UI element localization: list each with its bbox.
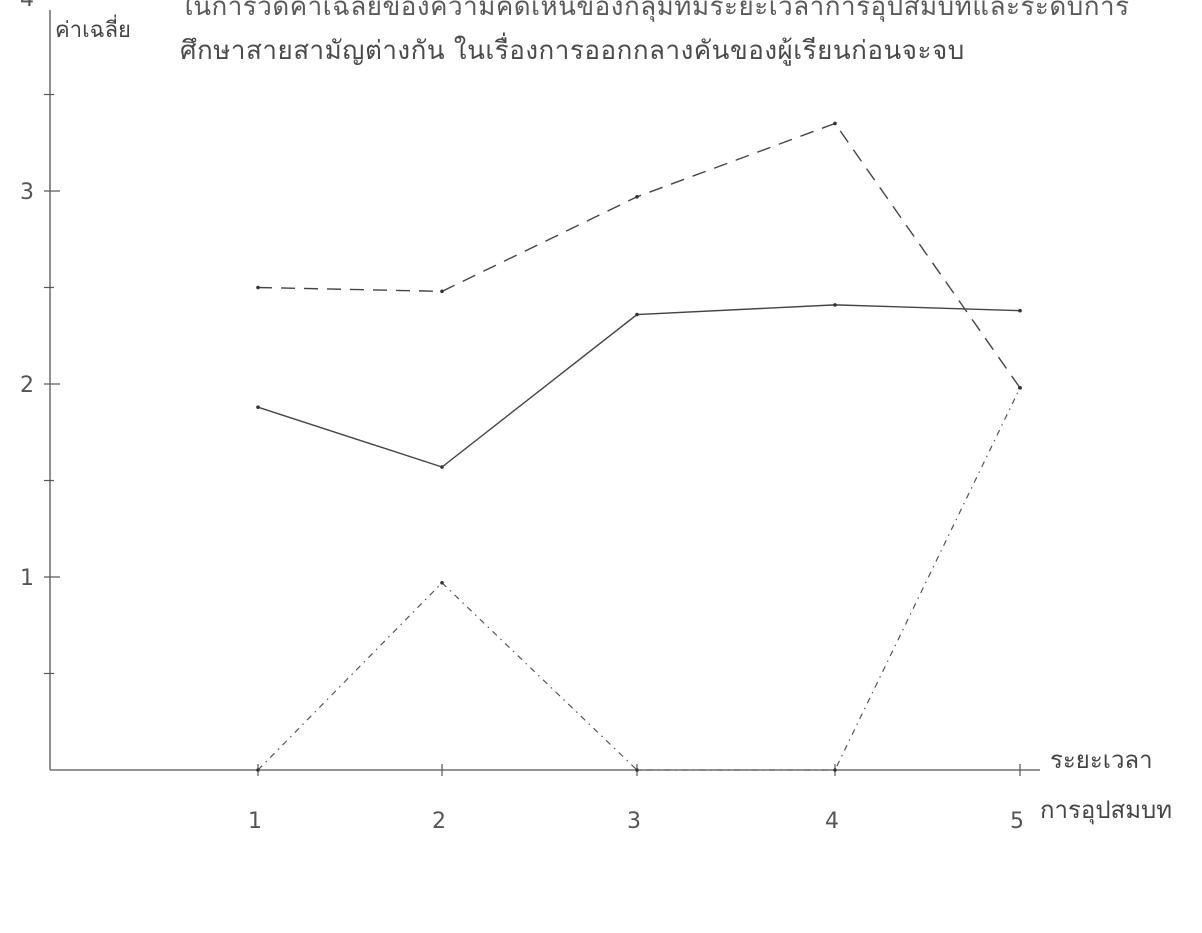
series-1-point xyxy=(440,289,444,294)
series-line-3 xyxy=(257,387,1021,771)
series-2-point xyxy=(635,312,639,317)
series-1-point xyxy=(833,121,837,126)
y-tick-label: 2 xyxy=(20,373,34,398)
series-3-point xyxy=(256,768,260,772)
y-tick-label: 3 xyxy=(20,180,34,205)
series-1-point xyxy=(635,194,639,199)
y-axis-label: ค่าเฉลี่ย xyxy=(55,18,131,43)
chart-subtitle: ศึกษาสายสามัญต่างกัน ในเรื่องการออกกลางค… xyxy=(180,36,965,66)
series-2-point xyxy=(256,405,260,409)
x-tick-label: 2 xyxy=(432,809,446,834)
series-2-point xyxy=(833,303,837,307)
series-2-point xyxy=(440,465,444,469)
x-tick-label: 1 xyxy=(248,809,262,834)
series-3-point xyxy=(1018,386,1022,390)
x-axis-label-line1: ระยะเวลา xyxy=(1050,746,1153,774)
chart-title: ในการวัดค่าเฉลี่ยของความคิดเห็นของกลุ่มท… xyxy=(180,0,1130,22)
series-1-point xyxy=(256,285,260,290)
y-tick-label: 4 xyxy=(20,0,34,12)
series-3-point xyxy=(833,768,837,772)
y-tick-label: 1 xyxy=(20,566,34,591)
series-line-1 xyxy=(257,122,1021,389)
x-axis-label-line2: การอุปสมบท xyxy=(1040,796,1173,824)
series-3-point xyxy=(440,580,444,585)
series-line-2 xyxy=(257,304,1021,468)
series-2-point xyxy=(1018,308,1022,313)
x-tick-label: 4 xyxy=(825,809,839,834)
x-tick-label: 5 xyxy=(1010,809,1024,834)
x-tick-label: 3 xyxy=(627,809,641,834)
series-3-point xyxy=(635,768,639,772)
